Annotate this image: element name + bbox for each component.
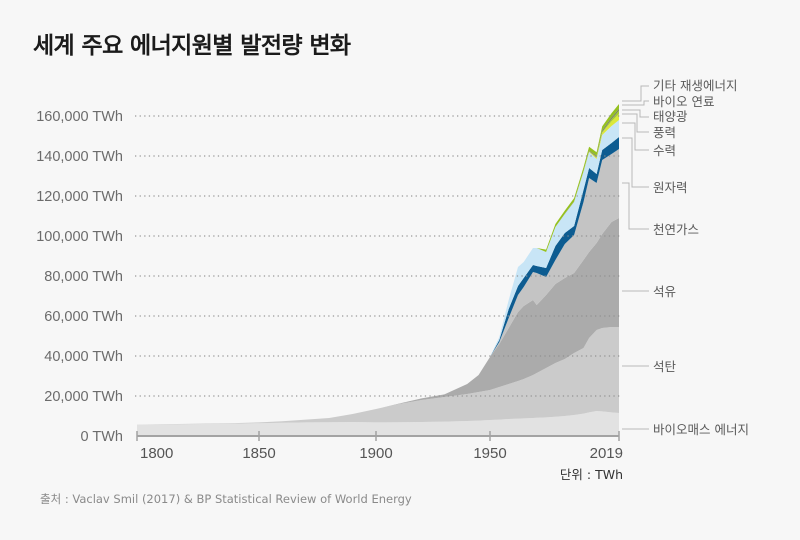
y-tick-label: 160,000 TWh (36, 109, 123, 125)
area-coal (137, 327, 619, 425)
x-tick-label: 1950 (473, 445, 506, 462)
area-oil (137, 218, 619, 425)
y-tick-label: 80,000 TWh (44, 269, 123, 285)
area-nuclear (137, 137, 619, 425)
y-tick-label: 60,000 TWh (44, 309, 123, 325)
source-note: 출처 : Vaclav Smil (2017) & BP Statistical… (40, 492, 412, 506)
x-axis (136, 431, 620, 441)
connector-solar (622, 109, 649, 118)
area-hydro (137, 120, 619, 425)
x-tick-label: 2019 (590, 445, 623, 462)
x-tick-label: 1900 (359, 445, 392, 462)
series-label-biomass: 바이오매스 에너지 (653, 422, 749, 437)
y-tick-label: 0 TWh (81, 429, 123, 445)
series-label-nuclear: 원자력 (653, 180, 688, 195)
connector-nuclear (622, 137, 649, 188)
y-tick-label: 40,000 TWh (44, 349, 123, 365)
series-label-hydro: 수력 (653, 143, 676, 158)
unit-note: 단위 : TWh (560, 467, 623, 482)
connector-biofuels (622, 100, 649, 106)
series-label-coal: 석탄 (653, 359, 677, 374)
series-label-gas: 천연가스 (653, 222, 699, 237)
y-tick-label: 120,000 TWh (36, 189, 123, 205)
x-axis-labels: 1800 1850 1900 1950 2019 (140, 445, 623, 462)
area-biomass (137, 411, 619, 436)
x-tick-label: 1800 (140, 445, 173, 462)
areas-layer (137, 104, 619, 436)
series-label-biofuels: 바이오 연료 (653, 94, 714, 109)
gridlines-layer (135, 115, 621, 397)
connector-wind (622, 113, 649, 133)
series-label-wind: 풍력 (653, 125, 676, 140)
connector-hydro (622, 122, 649, 151)
y-tick-label: 100,000 TWh (36, 229, 123, 245)
connector-gas (622, 182, 649, 230)
connector-other-renewables (622, 85, 649, 102)
series-labels: 기타 재생에너지 바이오 연료 태양광 풍력 수력 원자력 천연가스 석유 석탄… (653, 78, 749, 437)
label-connectors (622, 85, 649, 430)
y-tick-label: 140,000 TWh (36, 149, 123, 165)
series-label-solar: 태양광 (653, 109, 688, 124)
series-label-other-renewables: 기타 재생에너지 (653, 78, 737, 93)
page-title: 세계 주요 에너지원별 발전량 변화 (33, 33, 351, 59)
y-tick-label: 20,000 TWh (44, 389, 123, 405)
series-label-oil: 석유 (653, 284, 676, 299)
x-tick-label: 1850 (242, 445, 275, 462)
y-axis-labels: 0 TWh 20,000 TWh 40,000 TWh 60,000 TWh 8… (36, 109, 123, 445)
